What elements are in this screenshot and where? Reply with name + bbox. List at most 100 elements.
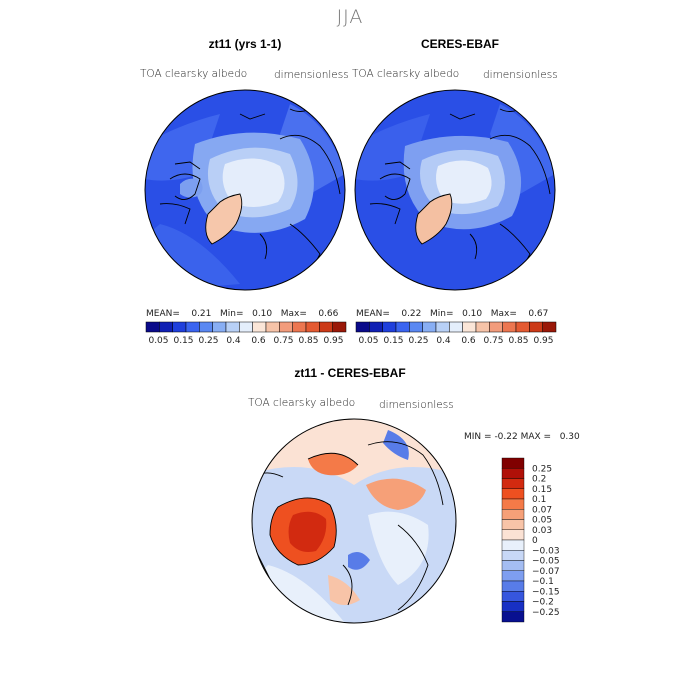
colorbar-tick-label: 0.07 — [532, 505, 552, 515]
colorbar-swatch — [265, 321, 280, 333]
stat-max-label: Max= — [280, 309, 307, 319]
stat-mean-value: 0.22 — [401, 309, 422, 319]
diff-map-contour-band — [383, 430, 409, 460]
diff-map-contour-band — [348, 551, 370, 570]
colorbar-tick-label: −0.25 — [532, 608, 560, 618]
colorbar-swatch — [252, 321, 267, 333]
colorbar-swatch — [279, 321, 293, 333]
colorbar-swatch — [501, 550, 525, 561]
stat-max-label: Max= — [490, 309, 517, 319]
colorbar-swatch — [515, 321, 530, 333]
colorbar-tick-label: 0.95 — [323, 336, 343, 346]
diff-panel-units: dimensionless — [379, 399, 454, 411]
panel-2-contour-band — [490, 104, 555, 194]
colorbar-tick-label: 0.25 — [198, 336, 218, 346]
colorbar-tick-label: 0.05 — [148, 336, 168, 346]
colorbar-swatch — [501, 591, 525, 602]
diff-panel-map — [251, 418, 457, 624]
colorbar-tick-label: 0.4 — [436, 336, 451, 346]
colorbar-swatch — [172, 321, 187, 333]
colorbar-swatch — [199, 321, 213, 333]
colorbar-swatch — [449, 321, 463, 333]
colorbar-swatch — [435, 321, 450, 333]
colorbar-tick-label: −0.2 — [532, 598, 554, 608]
colorbar-tick-label: −0.1 — [532, 577, 554, 587]
diff-panel-stats: MIN = -0.22 MAX = 0.30 — [464, 432, 580, 442]
panel-2-variable: TOA clearsky albedo — [352, 68, 460, 80]
colorbar-tick-label: −0.05 — [532, 557, 560, 567]
colorbar-tick-label: 0.2 — [532, 475, 546, 485]
panel-1-variable: TOA clearsky albedo — [140, 68, 248, 80]
stat-min-label: Min= — [429, 309, 454, 319]
figure-title: JJA — [336, 6, 364, 28]
colorbar-swatch — [159, 321, 173, 333]
panel-2-greenland — [415, 194, 452, 244]
colorbar-tick-label: 0.15 — [173, 336, 193, 346]
colorbar-tick-label: 0.05 — [358, 336, 378, 346]
colorbar-swatch — [319, 321, 333, 333]
panel-1-units: dimensionless — [274, 69, 349, 81]
panel-1-title: zt11 (yrs 1-1) — [208, 37, 282, 51]
stat-mean-label: MEAN= — [356, 309, 390, 319]
colorbar-swatch — [501, 478, 525, 489]
colorbar-swatch — [501, 488, 525, 500]
colorbar-swatch — [489, 321, 503, 333]
colorbar-swatch — [501, 560, 525, 571]
colorbar-tick-label: −0.15 — [532, 587, 560, 597]
stat-mean-value: 0.21 — [191, 309, 212, 319]
colorbar-tick-label: 0.15 — [532, 485, 552, 495]
panel-2-title: CERES-EBAF — [420, 37, 499, 51]
colorbar-swatch — [422, 321, 437, 333]
colorbar-tick-label: 0.25 — [408, 336, 428, 346]
colorbar-tick-label: 0.75 — [273, 336, 293, 346]
panel-1-map — [144, 89, 346, 291]
colorbar-tick-label: 0.25 — [532, 464, 552, 474]
colorbar-tick-label: 0.03 — [532, 526, 552, 536]
diff-colorbar: 0.250.20.150.10.070.050.030−0.03−0.05−0.… — [501, 457, 560, 623]
colorbar-tick-label: 0.15 — [383, 336, 403, 346]
colorbar-swatch — [542, 321, 557, 333]
panel-2-map — [354, 89, 556, 291]
panel-1-contour-band — [280, 104, 345, 194]
colorbar-swatch — [501, 509, 525, 520]
panel-1-colorbar: 0.05 0.15 0.25 0.4 0.6 0.75 0.85 0.95 — [145, 321, 347, 346]
colorbar-tick-label: 0.05 — [532, 516, 552, 526]
panel-2-colorbar: 0.05 0.15 0.25 0.4 0.6 0.75 0.85 0.95 — [355, 321, 557, 346]
colorbar-swatch — [501, 468, 525, 479]
colorbar-tick-label: 0.4 — [226, 336, 241, 346]
stat-max-value: 0.30 — [559, 432, 580, 442]
diff-map-contour-band — [368, 511, 429, 585]
panel-2-arctic-ice — [436, 160, 492, 204]
colorbar-swatch — [292, 321, 307, 333]
colorbar-swatch — [501, 611, 525, 623]
colorbar-swatch — [462, 321, 477, 333]
stat-min-label: MIN = — [464, 432, 492, 442]
colorbar-tick-label: 0.85 — [298, 336, 318, 346]
colorbar-swatch — [501, 580, 525, 592]
colorbar-swatch — [225, 321, 240, 333]
colorbar-tick-label: 0.6 — [251, 336, 266, 346]
colorbar-tick-label: 0.1 — [532, 495, 546, 505]
stat-max-value: 0.66 — [318, 309, 339, 319]
stat-max-value: 0.67 — [528, 309, 549, 319]
stat-min-value: 0.10 — [462, 309, 483, 319]
colorbar-tick-label: 0.75 — [483, 336, 503, 346]
colorbar-tick-label: 0.95 — [533, 336, 553, 346]
diff-panel-variable: TOA clearsky albedo — [248, 397, 356, 409]
diff-map-positive-anomaly — [328, 575, 360, 605]
panel-1-contour-band — [180, 178, 203, 198]
stat-min-label: Min= — [219, 309, 244, 319]
diff-panel-title: zt11 - CERES-EBAF — [294, 366, 406, 380]
colorbar-swatch — [355, 321, 370, 333]
colorbar-tick-label: 0.6 — [461, 336, 476, 346]
stat-min-value: -0.22 — [494, 432, 518, 442]
colorbar-tick-label: 0.85 — [508, 336, 528, 346]
colorbar-swatch — [501, 529, 525, 541]
stat-max-label: MAX = — [520, 432, 552, 442]
colorbar-swatch — [502, 321, 517, 333]
diff-map-positive-anomaly — [366, 478, 426, 510]
colorbar-swatch — [501, 457, 525, 469]
diff-map-positive-anomaly — [288, 511, 327, 552]
colorbar-swatch — [409, 321, 423, 333]
colorbar-swatch — [145, 321, 160, 333]
